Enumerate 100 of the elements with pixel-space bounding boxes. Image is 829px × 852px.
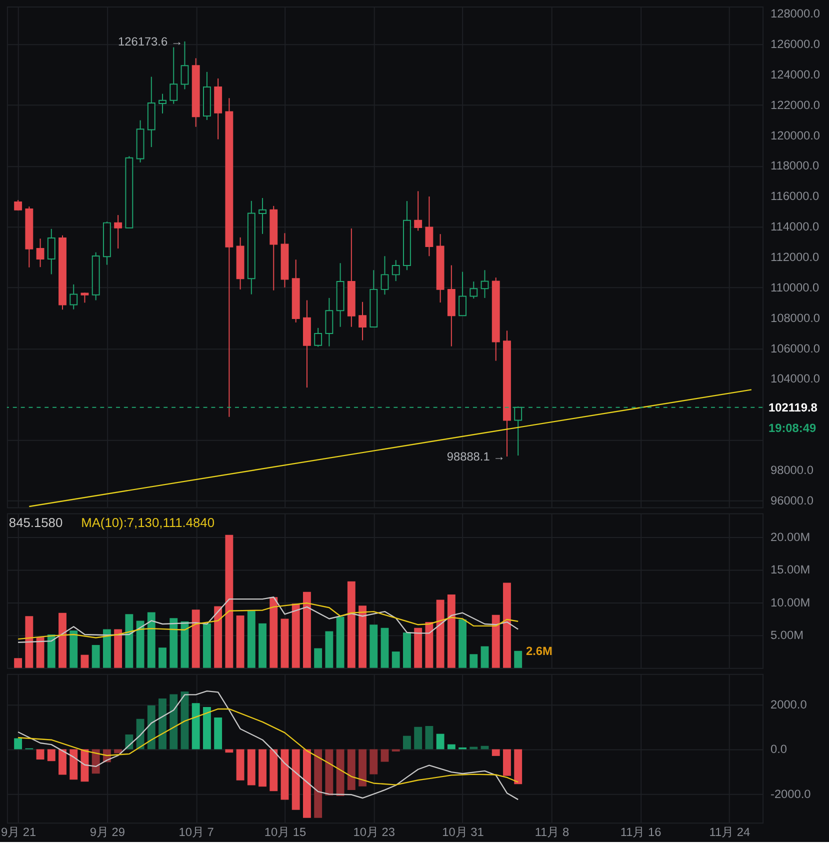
bar: [270, 749, 278, 792]
y-tick-label: 116000.0: [770, 189, 820, 204]
annotation: 98888.1 →: [446, 449, 505, 464]
bar: [503, 582, 511, 668]
bar: [170, 694, 178, 750]
candlestick: [180, 40, 189, 90]
x-tick-label: 11月 8: [534, 824, 570, 839]
y-tick-label: 110000.0: [770, 280, 820, 294]
candlestick: [392, 260, 400, 282]
bar: [436, 600, 444, 668]
y-tick-label: 96000.0: [770, 493, 814, 508]
bar: [492, 614, 500, 668]
bar: [247, 610, 256, 668]
bar: [370, 624, 378, 668]
bar: [347, 749, 356, 790]
bar: [292, 749, 300, 810]
line-series: [17, 708, 519, 786]
bar: [314, 648, 322, 668]
y-tick-label: 20.00M: [770, 530, 810, 544]
candlestick: [80, 292, 89, 304]
candlestick: [114, 214, 122, 250]
text: 19:08:49: [768, 421, 816, 436]
bar: [114, 749, 122, 754]
bar: [36, 749, 44, 760]
bar: [347, 581, 356, 668]
y-tick-label: 98000.0: [770, 462, 814, 477]
bar: [214, 606, 222, 668]
bar: [325, 631, 334, 668]
bar: [192, 610, 200, 668]
bar: [236, 749, 244, 780]
line-series: [17, 596, 519, 643]
y-tick-label: 15.00M: [770, 562, 810, 577]
bar: [202, 706, 211, 750]
bar: [147, 612, 156, 668]
bar: [325, 749, 334, 796]
bar: [58, 612, 66, 668]
bar: [158, 698, 166, 750]
y-tick-label: 104000.0: [770, 372, 820, 386]
bar: [303, 749, 311, 818]
bar: [170, 618, 178, 668]
bar: [447, 594, 456, 668]
bar: [436, 734, 444, 750]
bar: [480, 646, 489, 668]
x-tick-label: 10月 23: [353, 824, 396, 839]
x-tick-label: 10月 31: [442, 824, 484, 839]
bar: [36, 637, 44, 668]
x-tick-label: 10月 15: [264, 824, 306, 839]
bar: [380, 749, 389, 762]
y-tick-label: 122000.0: [770, 98, 820, 112]
bar: [336, 616, 344, 668]
bar: [392, 652, 400, 668]
bar: [202, 623, 211, 668]
candlestick: [258, 198, 266, 234]
bar: [47, 749, 56, 762]
candlestick: [414, 190, 422, 232]
bar: [92, 749, 100, 774]
y-tick-label: 106000.0: [770, 341, 820, 356]
bar: [292, 604, 300, 668]
y-tick-label: 126000.0: [770, 37, 820, 52]
y-tick-label: 5.00M: [770, 628, 804, 642]
x-tick-label: 11月 16: [620, 824, 662, 839]
bar: [514, 650, 522, 668]
bar: [458, 619, 466, 668]
y-tick-label: -2000.0: [770, 786, 812, 801]
candlestick: [47, 228, 56, 275]
bar: [425, 726, 434, 750]
y-tick-label: 0.0: [770, 742, 788, 756]
candlestick: [170, 46, 178, 104]
bar: [25, 616, 34, 668]
bar: [514, 749, 522, 784]
bar: [358, 749, 366, 786]
bar: [125, 614, 134, 668]
candlestick: [325, 297, 334, 347]
bar: [492, 749, 500, 756]
y-tick-label: 114000.0: [770, 220, 820, 234]
bar: [403, 736, 411, 750]
y-tick-label: 128000.0: [770, 6, 820, 21]
candlestick: [158, 93, 166, 114]
ref-line-label: 102119.8: [768, 400, 818, 414]
y-tick-label: 124000.0: [770, 67, 820, 82]
annotation: 126173.6 →: [118, 34, 183, 48]
bar: [80, 654, 89, 668]
y-tick-label: 108000.0: [770, 310, 820, 325]
y-tick-label: 118000.0: [770, 158, 820, 173]
candlestick: [380, 256, 389, 296]
bar: [414, 628, 422, 668]
y-tick-label: 120000.0: [770, 128, 820, 142]
bar: [225, 749, 234, 753]
bar: [192, 703, 200, 750]
bar: [47, 634, 56, 668]
bar: [114, 629, 122, 668]
candlestick: [14, 200, 22, 211]
candlestick: [425, 196, 434, 257]
bar: [225, 534, 234, 668]
y-tick-label: 112000.0: [770, 250, 820, 264]
bar: [303, 592, 311, 668]
bar: [447, 744, 456, 750]
y-tick-label: 2000.0: [770, 697, 808, 712]
bar: [425, 622, 434, 668]
y-tick-label: 10.00M: [770, 595, 810, 610]
